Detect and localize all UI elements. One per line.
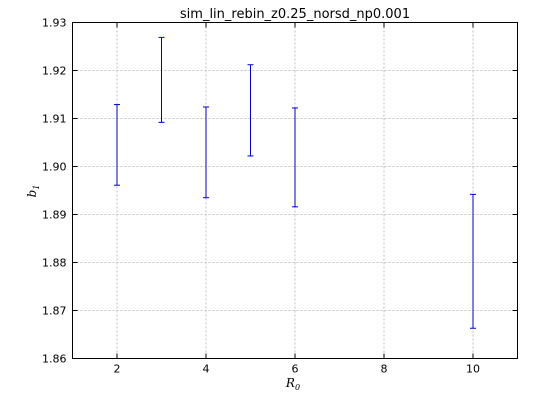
errorbar <box>470 193 476 329</box>
x-axis-label: R0 <box>285 376 300 392</box>
x-axis-label-sub: 0 <box>295 383 300 392</box>
tick-layer <box>72 22 518 359</box>
y-tick-label: 1.90 <box>42 161 67 174</box>
x-tick-label: 8 <box>381 363 388 376</box>
errorbar <box>247 64 254 157</box>
y-tick-label: 1.92 <box>42 65 67 78</box>
x-tick-label: 6 <box>292 363 299 376</box>
x-tick-label: 4 <box>203 363 210 376</box>
y-axis-label-sub: 1 <box>32 185 41 190</box>
y-tick-label: 1.91 <box>42 113 67 126</box>
errorbar-layer <box>114 36 476 329</box>
chart-title: sim_lin_rebin_z0.25_norsd_np0.001 <box>180 7 410 22</box>
x-axis-label-main: R <box>285 376 295 390</box>
tick-label-layer: 2 4 6 8 10 1.86 1.87 1.88 1.89 1.90 1.91 1.92 1.93 <box>42 17 480 376</box>
y-axis-label: b1 <box>25 185 41 198</box>
y-tick-label: 1.88 <box>42 257 67 270</box>
errorbar <box>292 107 298 208</box>
errorbar <box>114 104 120 186</box>
x-tick-label: 10 <box>466 363 480 376</box>
y-axis-label-main: b <box>25 190 39 198</box>
y-tick-label: 1.86 <box>42 353 67 366</box>
errorbar <box>158 36 165 123</box>
y-tick-label: 1.93 <box>42 17 67 30</box>
y-tick-label: 1.89 <box>42 209 67 222</box>
y-tick-label: 1.87 <box>42 305 67 318</box>
errorbar <box>203 106 209 199</box>
x-tick-label: 2 <box>114 363 121 376</box>
